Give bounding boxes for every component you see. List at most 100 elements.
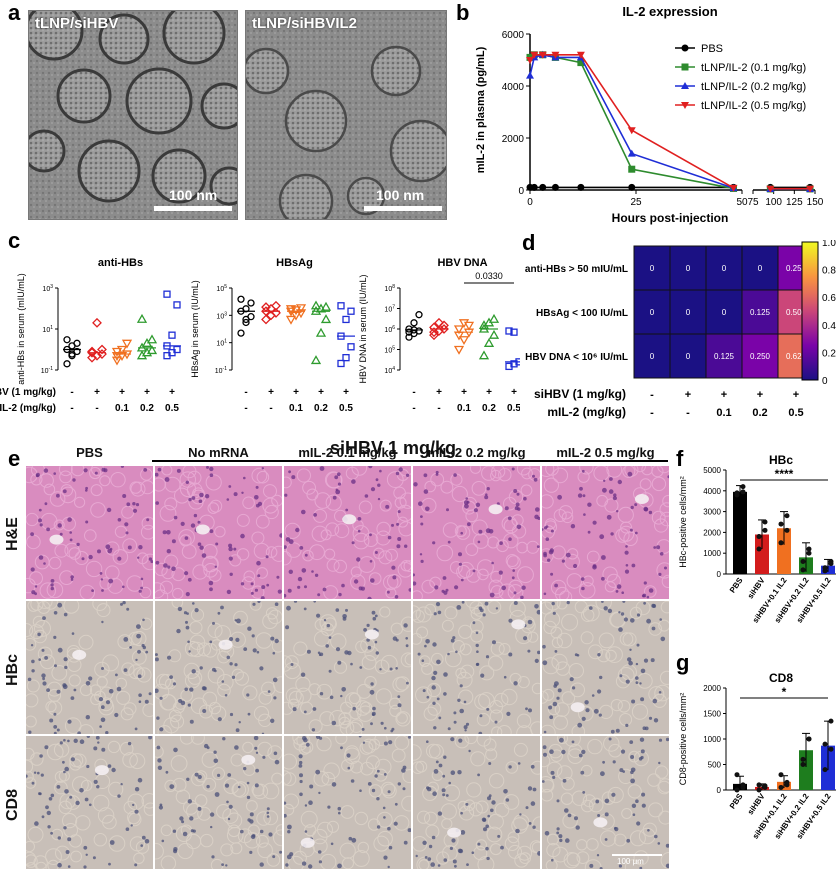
data-point <box>343 355 349 361</box>
siHBV-row-value: + <box>436 387 442 398</box>
heatmap-cell-value: 0 <box>722 264 727 273</box>
data-point <box>539 184 546 191</box>
y-tick-label: 10-1 <box>41 366 53 375</box>
histology-tile <box>155 466 282 599</box>
mIL2-row-value: 0.2 <box>482 403 496 414</box>
legend-label: tLNP/IL-2 (0.5 mg/kg) <box>701 100 806 112</box>
siHBV-row-value: + <box>793 389 799 401</box>
data-point <box>801 567 806 572</box>
data-point <box>490 331 498 338</box>
em-image-right: tLNP/siHBVIL2 100 nm <box>245 10 447 220</box>
panel-label-a: a <box>8 0 20 26</box>
heatmap-cell-value: 0.125 <box>750 308 771 317</box>
data-point <box>480 352 488 359</box>
data-point <box>757 782 762 787</box>
data-point <box>348 308 354 314</box>
mIL2-row-label: mIL-2 (mg/kg) <box>0 403 56 414</box>
mIL2-row-value: - <box>70 403 73 414</box>
y-tick-label: 103 <box>42 284 53 293</box>
significance-value: 0.0330 <box>475 271 503 281</box>
column-label: mIL-2 0.5 mg/kg <box>542 445 669 460</box>
data-point <box>829 747 834 752</box>
siHBV-row-value: + <box>511 387 517 398</box>
tissue-texture <box>284 466 411 599</box>
x-axis-label: Hours post-injection <box>612 211 729 225</box>
y-tick-label: 1000 <box>703 549 721 558</box>
data-point <box>460 337 468 344</box>
series-line <box>530 55 810 189</box>
mIL2-row-value: 0.5 <box>788 407 803 419</box>
y-tick-label: 3000 <box>703 508 721 517</box>
data-point <box>338 303 344 309</box>
tissue-texture <box>155 601 282 734</box>
y-tick-label: 107 <box>384 305 395 314</box>
histology-tile <box>413 466 540 599</box>
mIL2-row-value: 0.2 <box>314 403 328 414</box>
data-point <box>779 540 784 545</box>
data-point <box>238 330 244 336</box>
siHBV-row-value: + <box>169 387 175 398</box>
y-axis-label: HBc-positive cells/mm² <box>678 476 688 568</box>
column-label: mIL-2 0.1 mg/kg <box>284 445 411 460</box>
legend-label: tLNP/IL-2 (0.2 mg/kg) <box>701 81 806 93</box>
heatmap-cell-value: 0 <box>686 352 691 361</box>
data-point <box>455 347 463 354</box>
chart-title: CD8 <box>769 671 793 685</box>
histology-tile <box>284 601 411 734</box>
siHBV-row-label: siHBV (1 mg/kg) <box>534 387 626 401</box>
mIL2-row-value: 0.1 <box>716 407 731 419</box>
mIL2-row-value: 0.5 <box>165 403 179 414</box>
x-tick-label: PBS <box>728 575 745 594</box>
histology-tile <box>542 466 669 599</box>
tissue-texture <box>26 601 153 734</box>
heatmap-cell-value: 0 <box>650 352 655 361</box>
data-point <box>312 356 320 363</box>
colorbar-tick-label: 0 <box>822 376 828 387</box>
data-point <box>801 757 806 762</box>
y-tick-label: 0 <box>717 786 722 795</box>
data-point <box>785 528 790 533</box>
siHBV-row-value: + <box>757 389 763 401</box>
y-tick-label: 104 <box>384 366 395 375</box>
siHBV-row-value: + <box>486 387 492 398</box>
heatmap-row-label: anti-HBs > 50 mIU/mL <box>525 264 628 275</box>
x-tick-label: 75 <box>747 197 759 208</box>
y-axis-label: anti-HBs in serum (mIU/mL) <box>16 273 26 385</box>
y-tick-label: 105 <box>216 284 227 293</box>
data-point <box>763 520 768 525</box>
y-tick-label: 5000 <box>703 466 721 475</box>
siHBV-row-value: + <box>343 387 349 398</box>
siHBV-row-value: + <box>293 387 299 398</box>
mIL2-row-value: 0.2 <box>140 403 154 414</box>
data-point <box>411 320 417 326</box>
y-tick-label: 106 <box>384 325 395 334</box>
y-tick-label: 105 <box>384 346 395 355</box>
data-point <box>741 484 746 489</box>
x-tick-label: 125 <box>786 197 803 208</box>
heatmap-cell-value: 0 <box>686 308 691 317</box>
data-point <box>531 184 538 191</box>
plot-title: HBV DNA <box>437 257 487 269</box>
tissue-texture <box>542 601 669 734</box>
colorbar-tick-label: 0.6 <box>822 293 836 304</box>
data-point <box>322 315 330 322</box>
mIL2-row-value: 0.1 <box>457 403 471 414</box>
x-tick-label: PBS <box>728 791 745 810</box>
scale-text-left: 100 nm <box>169 187 217 203</box>
data-point <box>577 184 584 191</box>
y-tick-label: 2000 <box>502 134 525 145</box>
data-point <box>526 72 534 79</box>
chart-title: HBc <box>769 453 793 467</box>
tissue-texture <box>155 466 282 599</box>
series-1: tLNP/IL-2 (0.1 mg/kg) <box>527 51 814 192</box>
series-line <box>530 55 810 189</box>
data-point <box>779 772 784 777</box>
mIL2-row-value: - <box>686 407 690 419</box>
mIL2-row-value: - <box>650 407 654 419</box>
mIL2-row-value: 0.1 <box>115 403 129 414</box>
data-point <box>823 742 828 747</box>
mIL2-row-label: mIL-2 (mg/kg) <box>547 405 626 419</box>
data-point <box>757 788 762 793</box>
